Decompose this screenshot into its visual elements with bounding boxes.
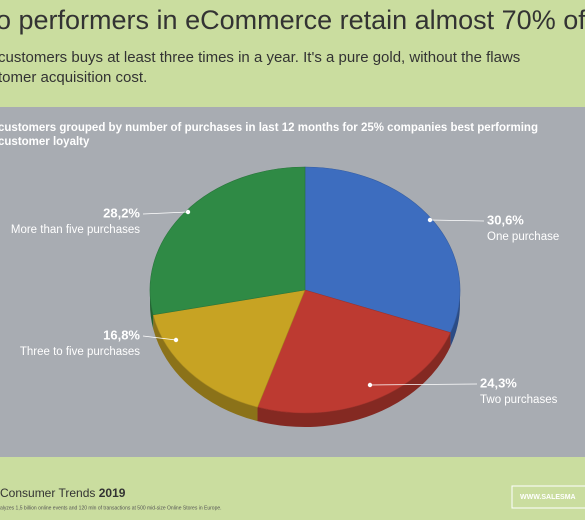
- leader-line: [369, 383, 478, 386]
- chart-title: customers grouped by number of purchases…: [0, 122, 538, 134]
- value-label: 30,6%: [487, 212, 524, 227]
- value-label: 24,3%: [480, 375, 517, 390]
- slice-side: [150, 290, 154, 329]
- subtitle: customers buys at least three times in a…: [0, 49, 520, 66]
- slice-side: [257, 332, 451, 427]
- value-label: 28,2%: [103, 205, 140, 220]
- leader-line: [142, 335, 177, 341]
- subtitle: tomer acquisition cost.: [0, 69, 147, 86]
- category-label: More than five purchases: [11, 224, 140, 236]
- leader-line: [429, 219, 485, 222]
- slice: [257, 289, 451, 414]
- footer-brand: Consumer Trends 2019: [0, 486, 126, 500]
- site-button-label[interactable]: WWW.SALESMA: [520, 494, 576, 501]
- leader-line: [142, 211, 189, 215]
- headline: o performers in eCommerce retain almost …: [0, 5, 585, 35]
- leader-dot: [173, 337, 179, 343]
- category-label: Two purchases: [480, 394, 558, 406]
- leader-dot: [185, 209, 191, 215]
- leader-dot: [427, 217, 433, 223]
- brand: Consumer Trends: [0, 486, 95, 500]
- slice-side: [153, 314, 258, 422]
- chart-title: customer loyalty: [0, 136, 90, 148]
- category-label: Three to five purchases: [20, 346, 140, 358]
- footer-note: alyzes 1,5 billion online events and 120…: [0, 505, 222, 511]
- year: 2019: [99, 486, 126, 500]
- pie: [149, 166, 461, 427]
- value-label: 16,8%: [103, 327, 140, 342]
- category-label: One purchase: [487, 231, 559, 243]
- slice: [152, 289, 306, 408]
- site-button[interactable]: [511, 485, 585, 509]
- slice-side: [450, 290, 460, 347]
- leader-dot: [367, 382, 373, 388]
